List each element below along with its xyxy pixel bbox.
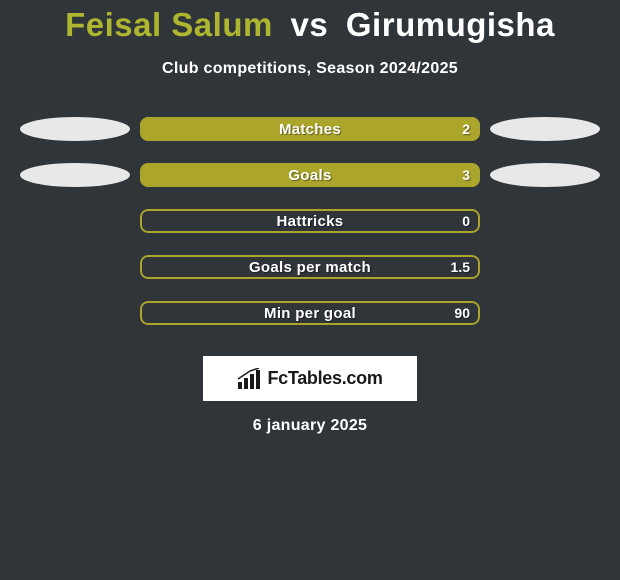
stat-row: Matches2 <box>0 106 620 152</box>
player2-marker <box>490 163 600 187</box>
player1-name: Feisal Salum <box>65 6 273 43</box>
brand-chart-icon <box>237 368 261 390</box>
stat-row: Hattricks0 <box>0 198 620 244</box>
player1-marker <box>20 163 130 187</box>
stat-value: 3 <box>462 163 470 187</box>
stat-row: Goals3 <box>0 152 620 198</box>
brand-badge: FcTables.com <box>203 356 417 401</box>
stat-bar: Goals per match1.5 <box>140 255 480 279</box>
stat-row: Min per goal90 <box>0 290 620 336</box>
vs-text: vs <box>291 6 329 43</box>
comparison-chart: Matches2 Goals3 Hattricks0 Goals per match1… <box>0 106 620 336</box>
stat-bar: Matches2 <box>140 117 480 141</box>
stat-label: Min per goal <box>140 301 480 325</box>
stat-row: Goals per match1.5 <box>0 244 620 290</box>
right-side <box>480 163 610 187</box>
stat-value: 2 <box>462 117 470 141</box>
stat-bar: Hattricks0 <box>140 209 480 233</box>
stat-bar: Goals3 <box>140 163 480 187</box>
date-text: 6 january 2025 <box>0 417 620 435</box>
player2-name: Girumugisha <box>346 6 555 43</box>
right-side <box>480 117 610 141</box>
stat-value: 1.5 <box>451 255 470 279</box>
subtitle: Club competitions, Season 2024/2025 <box>0 60 620 78</box>
left-side <box>10 163 140 187</box>
stat-label: Goals <box>140 163 480 187</box>
player2-marker <box>490 117 600 141</box>
page-title: Feisal Salum vs Girumugisha <box>0 0 620 44</box>
stat-label: Matches <box>140 117 480 141</box>
stat-value: 0 <box>462 209 470 233</box>
stat-label: Hattricks <box>140 209 480 233</box>
brand-text: FcTables.com <box>267 368 382 389</box>
stat-value: 90 <box>454 301 470 325</box>
player1-marker <box>20 117 130 141</box>
stat-bar: Min per goal90 <box>140 301 480 325</box>
left-side <box>10 117 140 141</box>
stat-label: Goals per match <box>140 255 480 279</box>
